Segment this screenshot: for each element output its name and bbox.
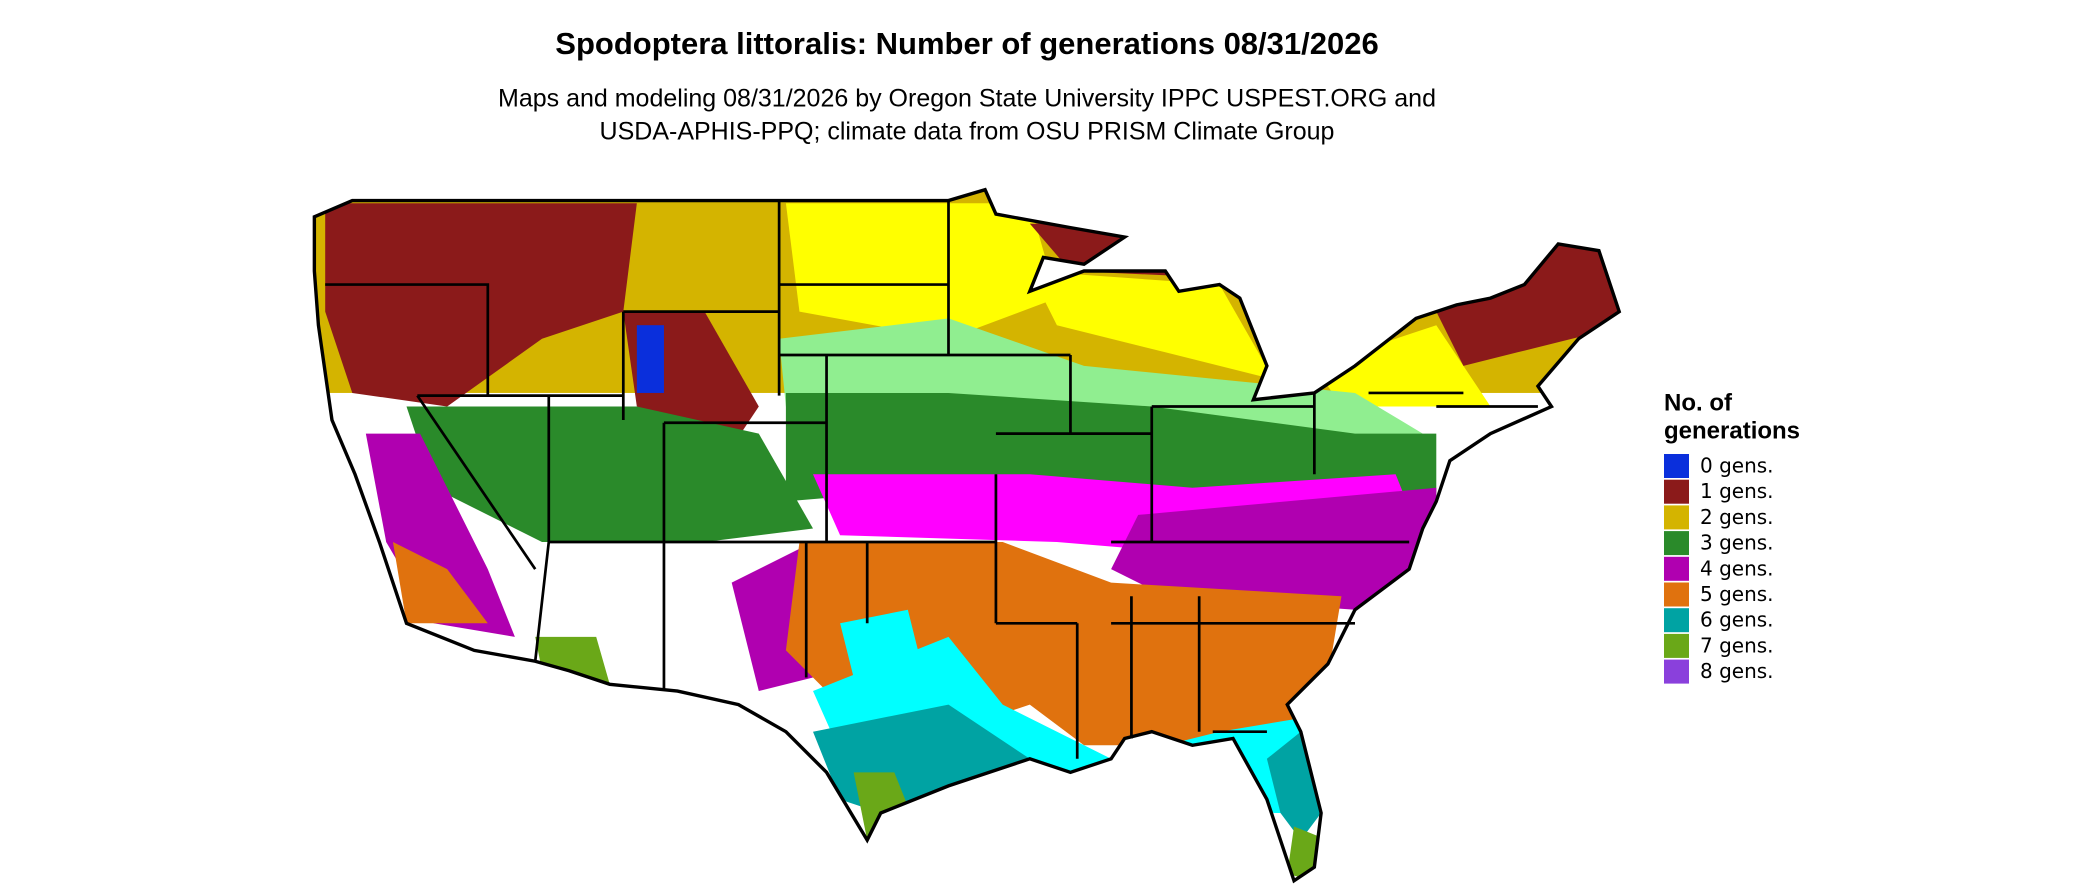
map bbox=[312, 188, 1621, 892]
generation-zone bbox=[1436, 237, 1620, 366]
generation-zone bbox=[535, 636, 610, 685]
legend-label: 2 gens. bbox=[1700, 505, 1774, 529]
generation-fill bbox=[314, 189, 1620, 892]
legend-label: 7 gens. bbox=[1700, 633, 1774, 657]
legend-label: 6 gens. bbox=[1700, 608, 1774, 632]
generation-zone bbox=[365, 433, 515, 637]
legend-swatch bbox=[1664, 633, 1689, 658]
legend-label: 1 gens. bbox=[1700, 479, 1774, 503]
legend-label: 0 gens. bbox=[1700, 454, 1774, 478]
subtitle: Maps and modeling 08/31/2026 by Oregon S… bbox=[498, 85, 1436, 113]
legend-swatch bbox=[1664, 556, 1689, 581]
legend-swatch bbox=[1664, 582, 1689, 607]
generation-zone bbox=[1253, 881, 1280, 892]
generation-zone bbox=[392, 542, 488, 624]
state-borders bbox=[325, 200, 1538, 759]
generation-zone bbox=[325, 203, 637, 407]
legend-label: 3 gens. bbox=[1700, 531, 1774, 555]
generation-zone bbox=[406, 406, 813, 542]
legend-swatch bbox=[1664, 659, 1689, 684]
legend-swatch bbox=[1664, 608, 1689, 633]
legend-swatch bbox=[1664, 479, 1689, 504]
generation-zone bbox=[1111, 487, 1437, 610]
legend-swatch bbox=[1664, 531, 1689, 556]
legend-swatch bbox=[1664, 505, 1689, 530]
map-title: Spodoptera littoralis: Number of generat… bbox=[555, 26, 1378, 61]
subtitle: USDA-APHIS-PPQ; climate data from OSU PR… bbox=[600, 118, 1335, 146]
legend-swatch bbox=[1664, 454, 1689, 478]
legend-label: 4 gens. bbox=[1700, 556, 1774, 580]
legend-title: No. of bbox=[1664, 389, 1733, 416]
legend-title: generations bbox=[1664, 417, 1800, 444]
legend-label: 8 gens. bbox=[1700, 659, 1774, 683]
legend: 0 gens.1 gens.2 gens.3 gens.4 gens.5 gen… bbox=[1664, 454, 1774, 684]
legend-label: 5 gens. bbox=[1700, 582, 1774, 606]
generation-zone bbox=[636, 325, 664, 393]
